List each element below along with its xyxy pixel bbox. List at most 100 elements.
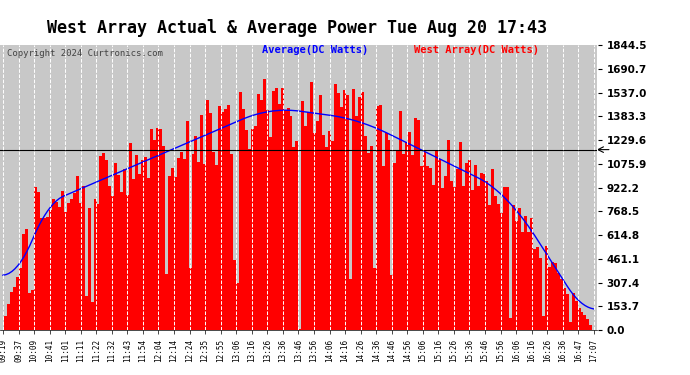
Bar: [319, 95, 322, 330]
Bar: [245, 129, 248, 330]
Bar: [144, 158, 147, 330]
Bar: [102, 153, 106, 330]
Bar: [233, 260, 236, 330]
Bar: [495, 196, 497, 330]
Bar: [153, 140, 156, 330]
Bar: [204, 164, 206, 330]
Bar: [423, 152, 426, 330]
Bar: [563, 288, 566, 330]
Bar: [548, 267, 551, 330]
Bar: [489, 206, 491, 330]
Bar: [420, 166, 423, 330]
Bar: [192, 154, 195, 330]
Bar: [70, 199, 72, 330]
Bar: [227, 105, 230, 330]
Bar: [349, 279, 352, 330]
Bar: [586, 320, 589, 330]
Bar: [31, 290, 34, 330]
Bar: [221, 112, 224, 330]
Bar: [266, 110, 268, 330]
Bar: [79, 203, 81, 330]
Bar: [268, 137, 272, 330]
Bar: [459, 142, 462, 330]
Bar: [551, 262, 554, 330]
Bar: [364, 136, 366, 330]
Bar: [542, 316, 545, 330]
Bar: [284, 110, 286, 330]
Bar: [441, 188, 444, 330]
Bar: [97, 204, 99, 330]
Bar: [429, 168, 432, 330]
Bar: [156, 128, 159, 330]
Bar: [530, 218, 533, 330]
Bar: [170, 168, 174, 330]
Bar: [165, 274, 168, 330]
Bar: [509, 318, 512, 330]
Bar: [251, 129, 254, 330]
Bar: [46, 217, 49, 330]
Bar: [397, 150, 400, 330]
Bar: [224, 109, 227, 330]
Bar: [209, 113, 213, 330]
Bar: [471, 190, 473, 330]
Bar: [414, 117, 417, 330]
Bar: [106, 160, 108, 330]
Bar: [447, 140, 450, 330]
Bar: [578, 308, 580, 330]
Bar: [379, 105, 382, 330]
Bar: [539, 258, 542, 330]
Bar: [186, 121, 188, 330]
Bar: [491, 169, 495, 330]
Bar: [557, 273, 560, 330]
Text: West Array Actual & Average Power Tue Aug 20 17:43: West Array Actual & Average Power Tue Au…: [47, 19, 546, 37]
Bar: [37, 192, 40, 330]
Bar: [316, 121, 319, 330]
Bar: [64, 212, 67, 330]
Bar: [417, 120, 420, 330]
Bar: [43, 218, 46, 330]
Bar: [290, 116, 293, 330]
Bar: [286, 108, 290, 330]
Bar: [391, 275, 393, 330]
Bar: [432, 185, 435, 330]
Bar: [277, 104, 281, 330]
Bar: [13, 287, 17, 330]
Bar: [147, 178, 150, 330]
Bar: [197, 162, 200, 330]
Bar: [126, 195, 129, 330]
Bar: [453, 187, 456, 330]
Bar: [28, 294, 31, 330]
Bar: [307, 112, 310, 330]
Bar: [22, 234, 26, 330]
Bar: [141, 160, 144, 330]
Bar: [263, 79, 266, 330]
Bar: [76, 176, 79, 330]
Bar: [408, 132, 411, 330]
Bar: [497, 204, 500, 330]
Bar: [138, 174, 141, 330]
Bar: [512, 205, 515, 330]
Bar: [55, 202, 58, 330]
Bar: [8, 304, 10, 330]
Bar: [17, 276, 19, 330]
Bar: [293, 147, 295, 330]
Bar: [464, 163, 468, 330]
Bar: [206, 100, 209, 330]
Bar: [426, 166, 429, 330]
Bar: [124, 170, 126, 330]
Bar: [304, 126, 307, 330]
Text: Average(DC Watts): Average(DC Watts): [262, 45, 368, 55]
Bar: [183, 159, 186, 330]
Bar: [99, 156, 102, 330]
Bar: [486, 181, 489, 330]
Bar: [589, 325, 593, 330]
Bar: [382, 166, 384, 330]
Bar: [81, 186, 85, 330]
Bar: [560, 279, 563, 330]
Bar: [72, 193, 76, 330]
Bar: [566, 294, 569, 330]
Bar: [402, 154, 405, 330]
Bar: [411, 155, 414, 330]
Bar: [462, 186, 464, 330]
Bar: [58, 207, 61, 330]
